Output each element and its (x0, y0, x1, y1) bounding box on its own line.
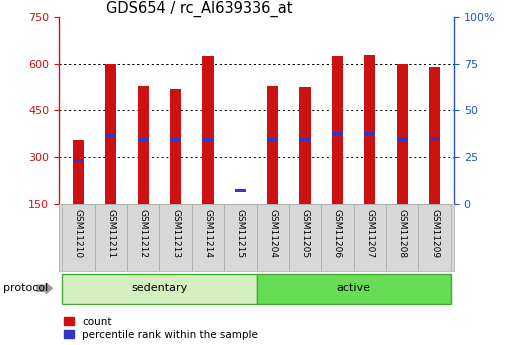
Text: GSM11211: GSM11211 (106, 209, 115, 258)
Bar (170, 138, 181, 141)
Bar (267, 86, 279, 204)
Text: GSM11210: GSM11210 (74, 209, 83, 258)
Text: protocol: protocol (3, 283, 48, 293)
Text: GSM11206: GSM11206 (333, 209, 342, 258)
Bar (137, 86, 149, 204)
Bar (234, 189, 246, 192)
Bar (73, 159, 84, 162)
Bar (170, 89, 181, 204)
Bar (192, 204, 224, 271)
Text: GSM11214: GSM11214 (204, 209, 212, 258)
Bar (202, 138, 213, 141)
Bar (256, 204, 289, 271)
Text: active: active (337, 283, 370, 293)
Bar (94, 204, 127, 271)
Text: GSM11208: GSM11208 (398, 209, 407, 258)
Bar (429, 137, 440, 140)
Bar (105, 134, 116, 137)
Bar (429, 67, 440, 204)
Text: GSM11212: GSM11212 (139, 209, 148, 258)
Text: GSM11204: GSM11204 (268, 209, 277, 258)
Bar (267, 138, 279, 141)
Bar (127, 204, 160, 271)
Bar (300, 138, 311, 141)
Bar (397, 138, 408, 141)
Bar (73, 140, 84, 204)
Bar (332, 132, 343, 135)
Bar (62, 204, 94, 271)
Text: GSM11205: GSM11205 (301, 209, 309, 258)
Bar (105, 64, 116, 204)
Bar (321, 204, 353, 271)
Bar (160, 204, 192, 271)
Text: sedentary: sedentary (131, 283, 187, 293)
Bar (364, 132, 376, 135)
Bar (397, 64, 408, 204)
Bar (419, 204, 451, 271)
Bar (62, 274, 256, 304)
Bar (364, 55, 376, 204)
Bar (256, 274, 451, 304)
Text: GDS654 / rc_AI639336_at: GDS654 / rc_AI639336_at (106, 1, 293, 17)
Legend: count, percentile rank within the sample: count, percentile rank within the sample (64, 317, 258, 340)
Bar (202, 56, 213, 204)
Bar (386, 204, 419, 271)
Bar (137, 138, 149, 141)
Bar (289, 204, 321, 271)
Bar (353, 204, 386, 271)
Text: GSM11207: GSM11207 (365, 209, 374, 258)
Bar (332, 56, 343, 204)
Bar (300, 87, 311, 204)
Bar (224, 204, 256, 271)
Text: GSM11209: GSM11209 (430, 209, 439, 258)
Text: GSM11213: GSM11213 (171, 209, 180, 258)
Text: GSM11215: GSM11215 (236, 209, 245, 258)
